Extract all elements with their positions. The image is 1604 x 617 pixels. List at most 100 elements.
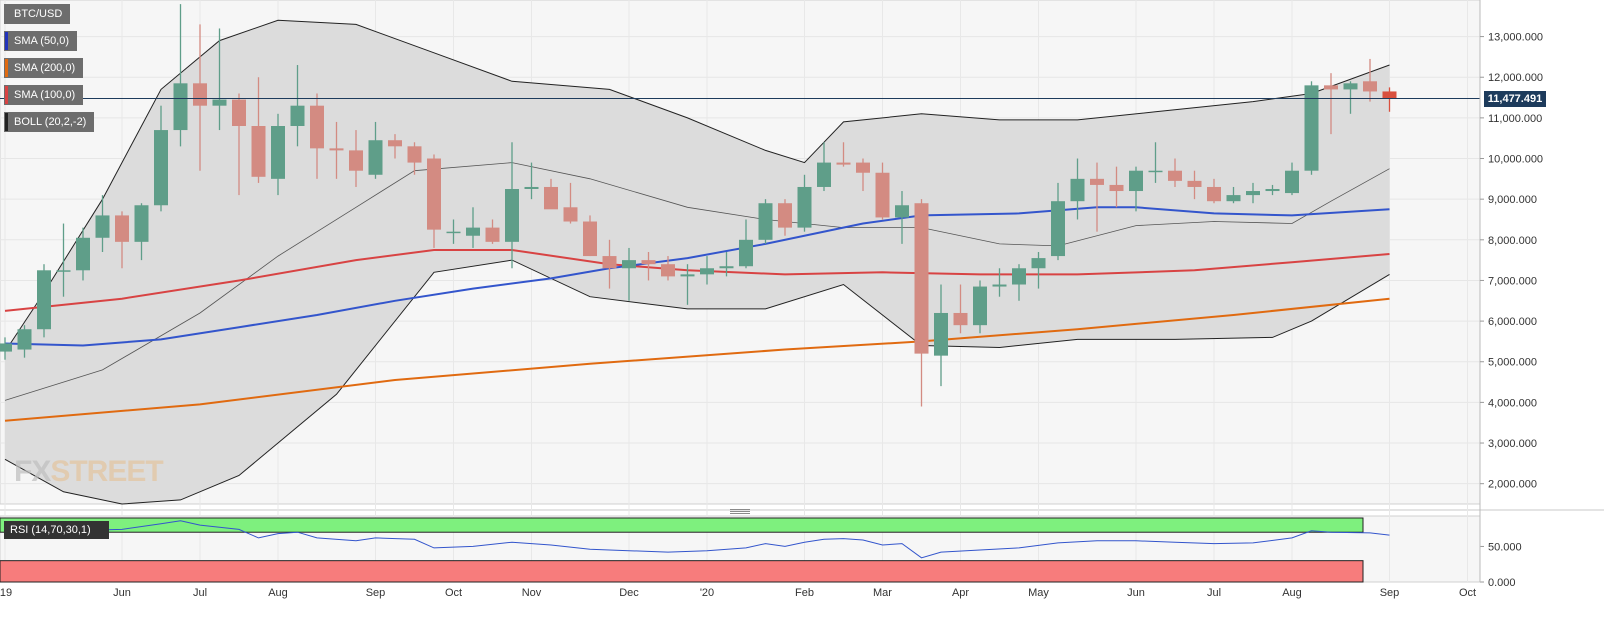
bollinger-fill: [5, 20, 1390, 505]
candle: [1265, 184, 1280, 196]
candle: [427, 154, 441, 248]
legend-sma100-label: SMA (100,0): [14, 89, 76, 101]
candle-body: [95, 215, 110, 238]
legend-sma200[interactable]: SMA (200,0): [4, 58, 84, 78]
candle: [1246, 182, 1260, 204]
candle-body: [778, 203, 792, 228]
candle-body: [329, 148, 344, 151]
candle-body: [1051, 201, 1065, 257]
candle: [1168, 158, 1182, 187]
time-tick-label: Aug: [1282, 587, 1302, 599]
rsi-legend-label: RSI (14,70,30,1): [10, 524, 91, 536]
candle: [934, 284, 948, 387]
price-tick-label: 11,000.000: [1488, 113, 1542, 125]
candle: [154, 105, 168, 212]
candle-body: [134, 205, 149, 242]
candle-body: [875, 172, 890, 218]
price-axis: 2,000.000 3,000.000 4,000.000 5,000.000 6,00…: [1479, 0, 1543, 582]
time-tick-label: Dec: [619, 587, 639, 599]
time-tick-label: Jul: [193, 587, 207, 599]
price-tick-label: 8,000.000: [1488, 235, 1537, 247]
candle: [544, 178, 558, 210]
candle: [0, 337, 12, 360]
legend-sma50[interactable]: SMA (50,0): [4, 31, 78, 51]
time-tick-label: Apr: [952, 587, 969, 599]
time-tick-label: Feb: [795, 587, 814, 599]
candle: [1148, 142, 1163, 183]
candle-body: [739, 239, 753, 267]
price-tick-label: 2,000.000: [1488, 479, 1537, 491]
legend-boll-label: BOLL (20,2,-2): [14, 116, 87, 128]
candle: [602, 239, 617, 289]
candle-body: [56, 270, 71, 272]
candle: [1070, 158, 1085, 220]
candle-body: [212, 99, 227, 106]
candle: [1051, 182, 1065, 261]
candle-body: [1148, 170, 1163, 173]
time-tick-label: May: [1028, 587, 1049, 599]
candle: [251, 77, 266, 183]
legend-sma100[interactable]: SMA (100,0): [4, 85, 84, 105]
time-tick-label: Aug: [268, 587, 288, 599]
sma100-swatch: [5, 86, 8, 104]
sma200-line: [4, 297, 1390, 422]
candle: [836, 142, 851, 167]
candle-body: [232, 99, 246, 126]
candle-body: [446, 231, 461, 234]
candle-body: [914, 203, 929, 354]
candle: [914, 199, 929, 407]
candle: [271, 113, 285, 196]
price-tick-label: 7,000.000: [1488, 275, 1537, 287]
time-tick-label: Oct: [445, 587, 462, 599]
candle-body: [1324, 85, 1338, 90]
time-tick-label: Sep: [1380, 587, 1400, 599]
candle: [485, 219, 500, 244]
candle: [856, 158, 870, 192]
candle: [407, 142, 422, 175]
pane-resize-handle[interactable]: [730, 508, 750, 514]
candle-body: [758, 203, 773, 240]
candle: [505, 142, 519, 269]
watermark-suffix: STREET: [50, 455, 163, 488]
candle-body: [1304, 85, 1319, 171]
time-tick-label: Jul: [1207, 587, 1221, 599]
legend-sma200-label: SMA (200,0): [14, 62, 76, 74]
symbol-legend[interactable]: BTC/USD: [4, 4, 71, 24]
candle: [329, 121, 344, 179]
candle-body: [1246, 191, 1260, 196]
price-tick-label: 4,000.000: [1488, 397, 1537, 409]
time-tick-label: Mar: [873, 587, 892, 599]
candle-body: [563, 207, 578, 222]
candle-body: [1265, 189, 1280, 192]
legend-sma50-label: SMA (50,0): [14, 35, 70, 47]
candle-body: [992, 284, 1007, 287]
watermark-prefix: FX: [14, 455, 51, 488]
candle-body: [661, 264, 675, 277]
legend-boll[interactable]: BOLL (20,2,-2): [4, 112, 95, 132]
candle: [115, 211, 129, 269]
candle: [95, 195, 110, 252]
candle-body: [17, 329, 32, 350]
candle-body: [544, 186, 558, 210]
candle: [895, 191, 909, 244]
candle-body: [895, 205, 909, 218]
candle: [992, 268, 1007, 297]
candle-body: [1109, 184, 1124, 192]
rsi-overbought-band: [0, 517, 1364, 533]
candle-body: [154, 130, 168, 206]
candle: [973, 280, 987, 334]
candle: [368, 121, 383, 179]
sma50-swatch: [5, 32, 8, 50]
candle: [778, 199, 792, 236]
candle: [1129, 166, 1143, 212]
candle-body: [953, 312, 968, 326]
time-tick-label: '19: [0, 587, 12, 599]
candle: [524, 162, 539, 200]
candle-body: [0, 343, 12, 352]
candle-body: [251, 126, 266, 177]
candle: [212, 28, 227, 131]
price-tick-label: 6,000.000: [1488, 316, 1537, 328]
time-tick-label: Nov: [522, 587, 542, 599]
rsi-legend[interactable]: RSI (14,70,30,1): [4, 521, 109, 539]
candle-body: [973, 286, 987, 326]
